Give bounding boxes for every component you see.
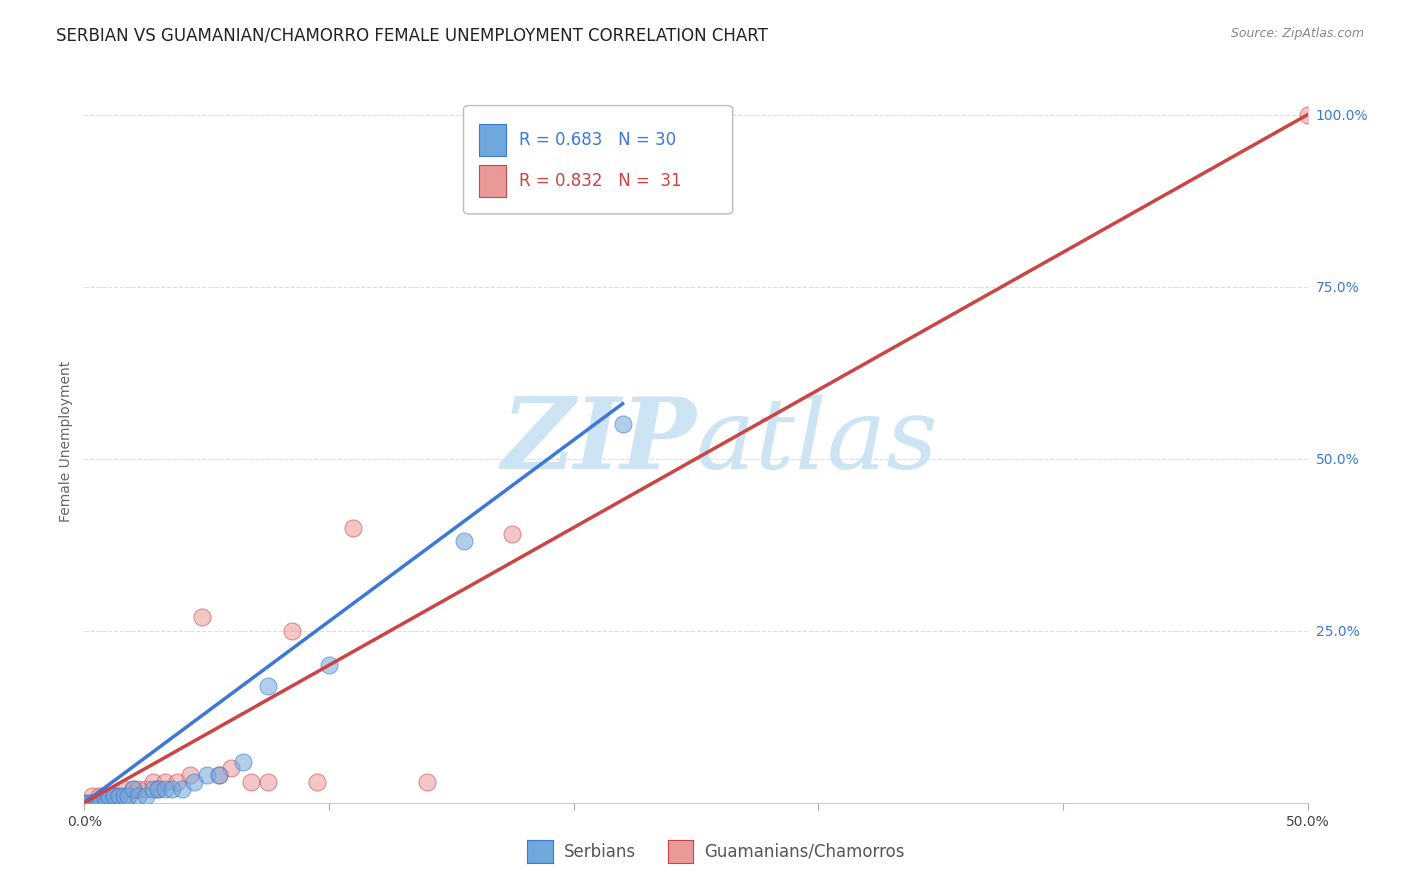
Text: Serbians: Serbians	[564, 843, 636, 861]
Text: atlas: atlas	[696, 394, 939, 489]
FancyBboxPatch shape	[464, 105, 733, 214]
Point	[112, 789, 135, 803]
Point	[73, 796, 96, 810]
Point	[1296, 108, 1319, 122]
Point	[87, 789, 110, 803]
Point	[179, 768, 201, 782]
Point	[77, 796, 100, 810]
Point	[232, 755, 254, 769]
Point	[80, 789, 103, 803]
Point	[127, 789, 149, 803]
Point	[87, 796, 110, 810]
Point	[318, 658, 340, 673]
Point	[80, 796, 103, 810]
Point	[416, 775, 439, 789]
Point	[112, 782, 135, 797]
Point	[97, 789, 120, 803]
Point	[77, 796, 100, 810]
Point	[172, 782, 194, 797]
Point	[191, 610, 214, 624]
Point	[93, 789, 115, 803]
Point	[117, 789, 139, 803]
Point	[73, 796, 96, 810]
Point	[208, 768, 231, 782]
Point	[122, 782, 145, 797]
Point	[117, 789, 139, 803]
Point	[107, 789, 129, 803]
Point	[90, 796, 112, 810]
Point	[142, 782, 165, 797]
Point	[153, 782, 176, 797]
Point	[208, 768, 231, 782]
Point	[281, 624, 304, 638]
Point	[83, 796, 105, 810]
Point	[166, 775, 188, 789]
Point	[453, 534, 475, 549]
Text: Guamanians/Chamorros: Guamanians/Chamorros	[704, 843, 905, 861]
Point	[103, 789, 125, 803]
Point	[257, 679, 280, 693]
Point	[257, 775, 280, 789]
Point	[135, 789, 157, 803]
Point	[127, 782, 149, 797]
Text: Source: ZipAtlas.com: Source: ZipAtlas.com	[1230, 27, 1364, 40]
Point	[219, 761, 242, 775]
Point	[612, 417, 634, 432]
Point	[86, 796, 108, 810]
Point	[305, 775, 328, 789]
Point	[103, 789, 125, 803]
Point	[146, 782, 169, 797]
Point	[342, 520, 364, 534]
Point	[146, 782, 169, 797]
Point	[93, 789, 115, 803]
Y-axis label: Female Unemployment: Female Unemployment	[59, 361, 73, 522]
Point	[502, 527, 524, 541]
Point	[162, 782, 184, 797]
Text: ZIP: ZIP	[501, 393, 696, 490]
Point	[86, 796, 108, 810]
Point	[83, 796, 105, 810]
Point	[195, 768, 218, 782]
Point	[97, 789, 120, 803]
Point	[122, 782, 145, 797]
Point	[96, 796, 118, 810]
Point	[107, 789, 129, 803]
Point	[135, 782, 157, 797]
Text: R = 0.832   N =  31: R = 0.832 N = 31	[519, 172, 682, 190]
Point	[183, 775, 205, 789]
FancyBboxPatch shape	[479, 165, 506, 197]
Point	[239, 775, 262, 789]
Point	[153, 775, 176, 789]
Text: R = 0.683   N = 30: R = 0.683 N = 30	[519, 131, 676, 149]
Text: SERBIAN VS GUAMANIAN/CHAMORRO FEMALE UNEMPLOYMENT CORRELATION CHART: SERBIAN VS GUAMANIAN/CHAMORRO FEMALE UNE…	[56, 27, 768, 45]
FancyBboxPatch shape	[479, 124, 506, 156]
Point	[142, 775, 165, 789]
